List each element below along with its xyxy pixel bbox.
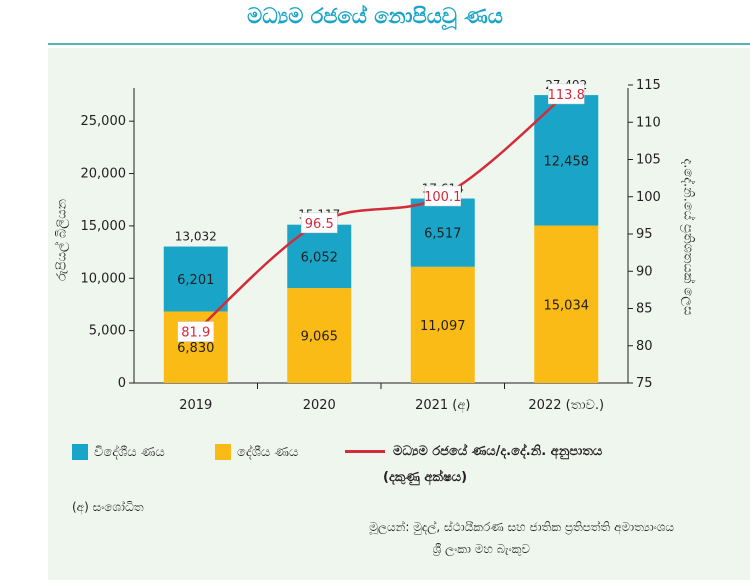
y-right-tick-label: 75 <box>636 376 653 391</box>
source-line-2: ශ්‍රී ලංකා මහ බැංකුව <box>432 542 530 556</box>
y-left-tick-label: 0 <box>118 376 126 391</box>
x-tick-label: 2020 <box>303 398 336 413</box>
x-tick-label: 2022 (තාව.) <box>528 398 604 413</box>
y-right-tick-label: 115 <box>636 78 661 93</box>
ratio-point-label: 81.9 <box>181 326 210 341</box>
y-right-tick-label: 110 <box>636 115 661 130</box>
bar-domestic-label: 9,065 <box>301 330 338 345</box>
ratio-label-box <box>301 212 338 234</box>
bar-foreign <box>163 246 228 312</box>
bar-foreign <box>287 224 352 289</box>
title-divider <box>48 43 750 45</box>
y-axis-left-label: රුපියල් බිලියන <box>54 198 70 282</box>
y-left-tick-label: 20,000 <box>81 167 127 182</box>
bar-foreign <box>534 95 599 226</box>
legend-ratio-axis-note: (දකුණු අක්ෂය) <box>383 470 468 485</box>
bar-foreign-label: 6,517 <box>424 227 461 242</box>
ratio-line <box>194 92 568 333</box>
legend-domestic-debt: දේශීය ණය <box>215 444 298 460</box>
y-left-tick-label: 5,000 <box>89 324 126 339</box>
legend-label-domestic: දේශීය ණය <box>237 444 299 460</box>
legend-debt-gdp-ratio: මධ්‍යම රජයේ ණය/ද.දේ.නි. අනුපාතය <box>345 444 602 459</box>
bar-domestic-label: 11,097 <box>420 319 466 334</box>
legend-line-ratio <box>345 450 385 453</box>
bar-total-label: 13,032 <box>175 230 217 244</box>
y-right-tick-label: 95 <box>636 227 653 242</box>
legend-foreign-debt: විදේශීය ණය <box>72 444 165 460</box>
y-right-tick-label: 105 <box>636 153 661 168</box>
bar-foreign-label: 12,458 <box>544 154 590 169</box>
ratio-label-box <box>548 83 585 105</box>
bar-domestic-label: 15,034 <box>544 298 590 313</box>
legend-swatch-foreign <box>72 444 88 460</box>
bar-foreign-label: 6,052 <box>301 250 338 265</box>
y-left-tick-label: 25,000 <box>81 114 127 129</box>
y-left-tick-label: 15,000 <box>81 219 127 234</box>
y-left-tick-label: 10,000 <box>81 271 127 286</box>
ratio-point-label: 113.8 <box>548 88 585 103</box>
x-tick-label: 2021 (අ) <box>415 398 470 413</box>
y-right-tick-label: 80 <box>636 339 653 354</box>
bar-domestic <box>410 266 475 383</box>
ratio-label-box <box>177 321 214 342</box>
y-right-tick-label: 85 <box>636 302 653 317</box>
footnote-revised: (අ) සංශෝධිත <box>72 500 144 514</box>
legend-label-foreign: විදේශීය ණය <box>94 444 165 460</box>
chart-title: මධ්‍යම රජයේ නොපියවූ ණය <box>247 4 503 28</box>
bar-domestic <box>534 225 599 383</box>
ratio-point-label: 100.1 <box>424 190 461 205</box>
bar-domestic-label: 6,830 <box>177 341 214 356</box>
bar-foreign-label: 6,201 <box>177 273 214 288</box>
source-line-1: මූලයන්: මුදල්, ස්ථායීකරණ සහ ජාතික ප්‍රති… <box>369 520 674 534</box>
ratio-point-label: 96.5 <box>305 217 334 232</box>
legend-label-ratio: මධ්‍යම රජයේ ණය/ද.දේ.නි. අනුපාතය <box>393 444 603 459</box>
legend-swatch-domestic <box>215 444 231 460</box>
x-tick-label: 2019 <box>179 398 212 413</box>
y-right-tick-label: 90 <box>636 264 653 279</box>
bar-domestic <box>287 288 352 383</box>
y-axis-right-label: ද.දේ.නි.යේ ප්‍රතිශතයක් ලෙස <box>680 158 696 316</box>
bar-foreign <box>410 198 475 267</box>
ratio-label-box <box>424 185 461 207</box>
y-right-tick-label: 100 <box>636 190 661 205</box>
